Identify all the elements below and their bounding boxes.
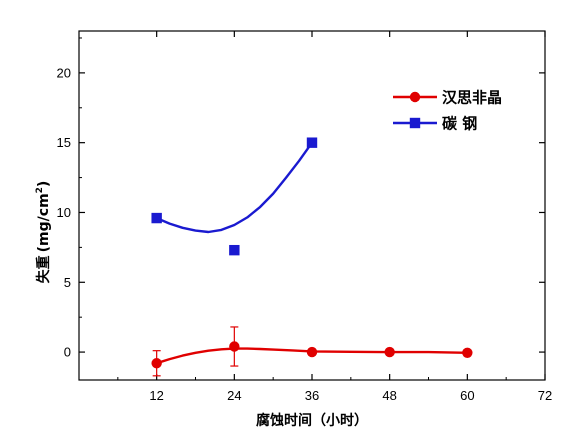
data-point — [462, 347, 473, 358]
series-0 — [151, 326, 473, 377]
legend-item: 汉思非晶 — [393, 89, 502, 107]
legend-label: 汉思非晶 — [442, 89, 502, 107]
y-tick-label: 0 — [64, 345, 71, 360]
x-axis-title: 腐蚀时间（小时） — [256, 412, 368, 429]
data-point — [229, 341, 240, 352]
legend-item: 碳 钢 — [393, 115, 477, 133]
legend-label: 碳 钢 — [442, 115, 477, 133]
series-line — [156, 142, 313, 234]
x-tick-label: 48 — [382, 388, 396, 403]
x-tick-label: 36 — [305, 388, 319, 403]
data-point — [384, 346, 395, 358]
x-tick-label: 60 — [460, 388, 474, 403]
x-tick-label: 12 — [149, 388, 163, 403]
y-axis-title-unit: (mg/cm — [36, 193, 52, 252]
plot-frame — [78, 30, 546, 381]
y-tick-label: 5 — [64, 275, 71, 290]
legend-swatch-marker — [409, 91, 421, 103]
y-tick-label: 15 — [57, 135, 71, 150]
data-point — [151, 358, 162, 369]
y-axis-title-close: ) — [36, 181, 52, 187]
svg-text:失重(mg/cm2): 失重 (mg/cm2) — [35, 181, 52, 284]
data-point — [306, 137, 318, 148]
y-axis-title: 失重 (mg/cm2) — [35, 181, 52, 284]
series-1 — [151, 137, 318, 256]
y-tick-label: 20 — [57, 65, 71, 80]
y-axis-title-sup: 2 — [35, 187, 45, 193]
data-point — [151, 212, 162, 224]
x-axis: 12 24 36 48 60 72 — [117, 31, 552, 403]
data-point — [229, 244, 240, 256]
x-tick-label: 72 — [538, 388, 552, 403]
x-tick-label: 24 — [227, 388, 241, 403]
y-axis: 0 5 10 15 20 — [57, 37, 545, 360]
data-point — [306, 346, 318, 358]
legend-swatch-marker — [409, 117, 421, 129]
series-layer — [151, 137, 473, 377]
y-tick-label: 10 — [57, 205, 71, 220]
series-line — [156, 347, 468, 365]
y-axis-title-main: 失重 — [35, 255, 52, 283]
